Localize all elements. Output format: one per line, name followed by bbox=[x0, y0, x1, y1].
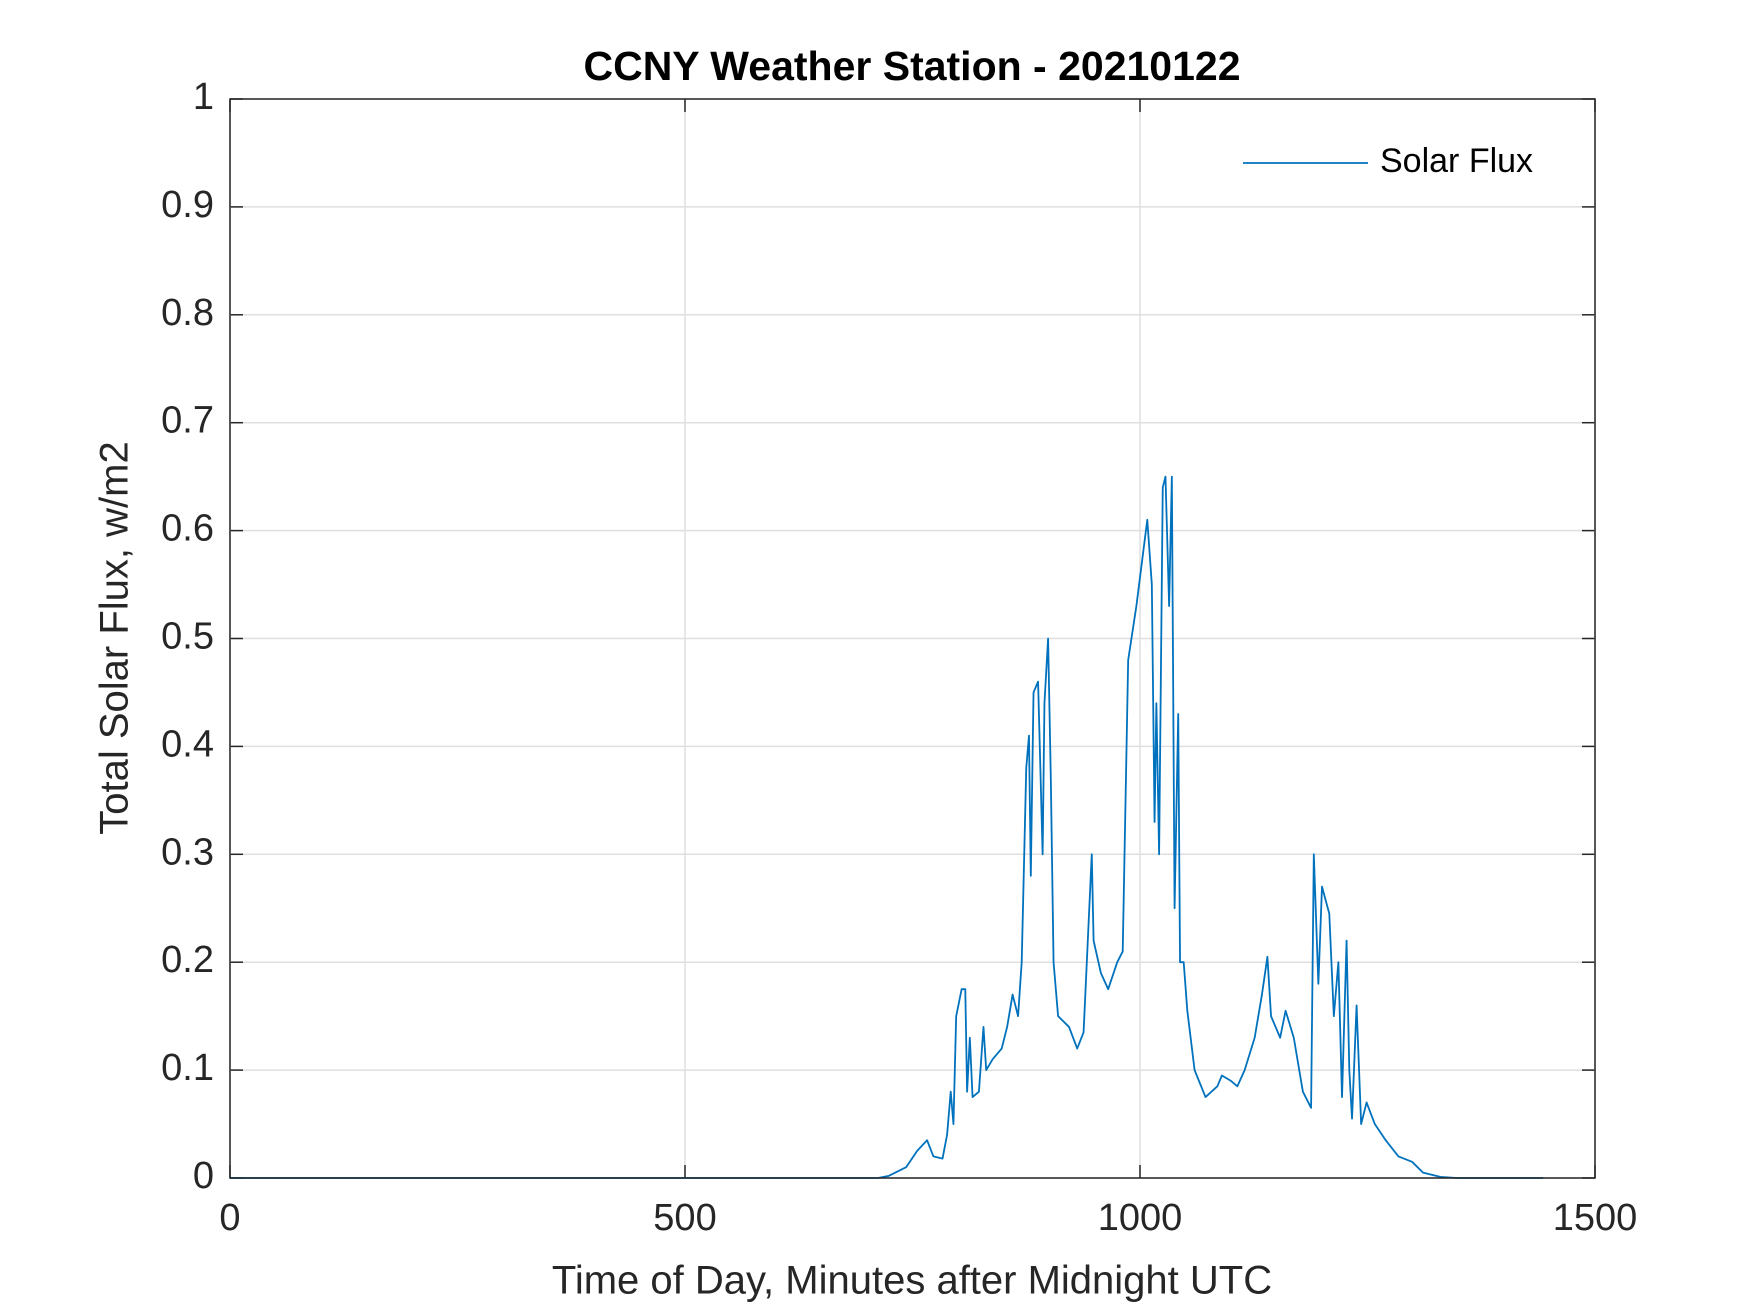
y-tick-label: 0.2 bbox=[161, 939, 214, 981]
y-tick-label: 0.3 bbox=[161, 831, 214, 873]
x-tick-label: 500 bbox=[653, 1197, 716, 1239]
x-tick-label: 1500 bbox=[1553, 1197, 1638, 1239]
x-axis-label: Time of Day, Minutes after Midnight UTC bbox=[552, 1259, 1272, 1303]
y-tick-label: 0.8 bbox=[161, 292, 214, 334]
y-tick-label: 1 bbox=[193, 76, 214, 118]
chart-title: CCNY Weather Station - 20210122 bbox=[583, 43, 1240, 89]
y-tick-label: 0.4 bbox=[161, 723, 214, 765]
legend-label: Solar Flux bbox=[1380, 142, 1533, 180]
y-tick-label: 0.7 bbox=[161, 400, 214, 442]
y-tick-label: 0 bbox=[193, 1155, 214, 1197]
x-tick-label: 0 bbox=[219, 1197, 240, 1239]
data-line bbox=[230, 475, 1544, 1179]
axes-box bbox=[229, 98, 1596, 1179]
y-tick-label: 0.9 bbox=[161, 184, 214, 226]
y-tick-label: 0.6 bbox=[161, 508, 214, 550]
y-tick-label: 0.5 bbox=[161, 616, 214, 658]
y-axis-label: Total Solar Flux, w/m2 bbox=[93, 441, 137, 834]
y-tick-label: 0.1 bbox=[161, 1047, 214, 1089]
x-tick-label: 1000 bbox=[1098, 1197, 1183, 1239]
